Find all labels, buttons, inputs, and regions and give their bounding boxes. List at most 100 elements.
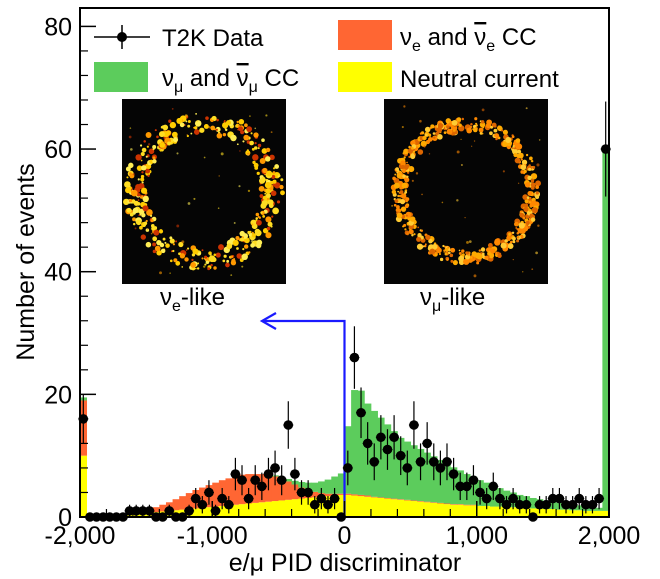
hit-dot	[190, 132, 193, 135]
hit-dot	[140, 234, 146, 240]
ring-pattern-numu	[390, 105, 541, 278]
noise-dot	[250, 239, 254, 243]
hit-dot	[532, 165, 536, 169]
hit-dot	[433, 136, 436, 139]
hit-dot	[475, 122, 478, 125]
data-point	[521, 499, 532, 510]
noise-dot	[464, 216, 466, 219]
hist-bar-nc	[430, 502, 438, 517]
hit-dot	[473, 127, 478, 133]
hit-dot	[274, 182, 281, 189]
hit-dot	[262, 195, 267, 200]
data-point	[250, 475, 261, 486]
noise-dot	[415, 172, 419, 175]
hit-dot	[201, 257, 204, 260]
hit-dot	[153, 226, 158, 230]
hit-dot	[443, 131, 447, 135]
noise-dot	[473, 140, 476, 142]
noise-dot	[391, 204, 394, 207]
hist-bar-numu	[331, 476, 339, 494]
hit-dot	[209, 253, 212, 256]
data-point	[303, 487, 313, 498]
data-points-layer	[78, 101, 611, 522]
hit-dot	[242, 140, 245, 143]
hit-dot	[530, 173, 538, 180]
hist-bar-numu	[410, 445, 418, 501]
hit-dot	[526, 196, 530, 200]
data-point	[184, 506, 194, 516]
hit-dot	[403, 156, 406, 159]
hist-bar-nc	[232, 504, 240, 517]
hit-dot	[150, 219, 154, 223]
data-point	[290, 469, 300, 479]
data-point	[481, 493, 492, 504]
data-point	[270, 463, 280, 473]
hit-dot	[241, 253, 248, 261]
hist-bar-nc	[582, 510, 590, 517]
hit-dot	[243, 244, 249, 249]
hit-dot	[238, 126, 243, 132]
hit-dot	[136, 193, 141, 197]
noise-dot	[270, 131, 273, 133]
hist-bar-nc	[417, 501, 425, 517]
hit-dot	[461, 117, 465, 121]
hit-dot	[410, 154, 416, 160]
noise-dot	[538, 139, 541, 141]
hit-dot	[535, 203, 538, 206]
hit-dot	[396, 212, 403, 219]
hist-bar-nc	[80, 455, 88, 517]
hit-dot	[511, 135, 515, 139]
hit-dot	[522, 216, 526, 220]
hit-dot	[527, 175, 532, 181]
noise-dot	[452, 129, 456, 133]
hit-dot	[408, 155, 411, 159]
noise-dot	[247, 154, 249, 156]
hist-bar-nc	[218, 505, 226, 517]
noise-dot	[254, 127, 257, 130]
hist-bar-numu	[351, 390, 359, 495]
hit-dot	[515, 227, 518, 229]
hist-bar-nc	[483, 505, 491, 517]
hist-bar-numu	[423, 452, 431, 502]
noise-dot	[473, 274, 477, 278]
hit-dot	[169, 238, 175, 244]
hit-dot	[132, 207, 139, 214]
hit-dot	[270, 190, 277, 197]
hit-dot	[255, 229, 262, 237]
hit-dot	[223, 254, 227, 258]
noise-dot	[169, 272, 171, 274]
hit-dot	[511, 231, 515, 235]
hist-bar-nue	[351, 494, 359, 496]
hit-dot	[404, 190, 408, 194]
hist-bar-nc	[437, 503, 445, 517]
hit-dot	[142, 205, 149, 212]
data-point	[356, 407, 366, 418]
hit-dot	[236, 247, 239, 250]
hit-dot	[204, 263, 207, 266]
hit-dot	[439, 257, 444, 262]
hist-bar-nc	[370, 497, 378, 517]
hit-dot	[482, 253, 485, 256]
data-point	[547, 493, 558, 504]
hit-dot	[141, 165, 147, 171]
noise-dot	[176, 152, 179, 155]
hit-dot	[504, 239, 508, 243]
hit-dot	[408, 229, 414, 235]
hit-dot	[520, 158, 523, 161]
x-tick-label: 0	[338, 522, 352, 550]
data-point	[296, 487, 307, 498]
noise-dot	[176, 224, 180, 228]
hit-dot	[394, 173, 397, 176]
hit-dot	[529, 156, 533, 161]
hit-dot	[397, 190, 400, 193]
noise-dot	[460, 163, 463, 166]
hit-dot	[508, 232, 512, 236]
hit-dot	[451, 119, 458, 126]
data-point	[554, 493, 565, 504]
data-point	[581, 499, 591, 510]
hit-dot	[487, 243, 493, 248]
noise-dot	[132, 173, 135, 176]
hist-bar-nc	[496, 506, 504, 517]
hit-dot	[528, 167, 532, 171]
